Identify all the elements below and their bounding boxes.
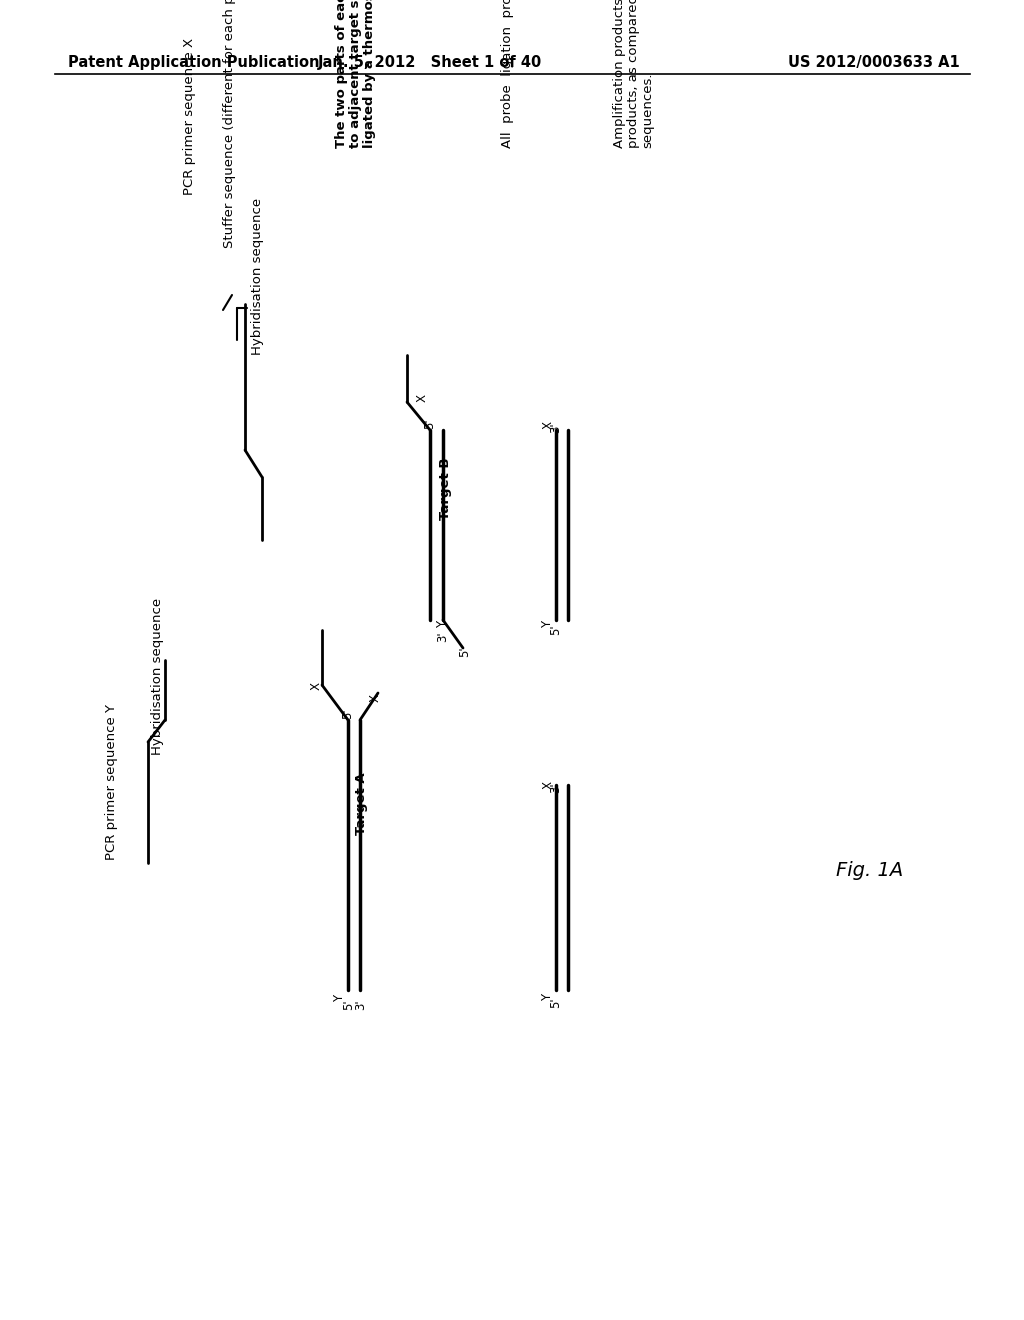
Text: Jan. 5, 2012   Sheet 1 of 40: Jan. 5, 2012 Sheet 1 of 40 [317, 54, 542, 70]
Text: 5': 5' [341, 709, 354, 719]
Text: Stuffer sequence (different for each probe): Stuffer sequence (different for each pro… [223, 0, 237, 248]
Text: 5': 5' [424, 418, 436, 429]
Text: PCR primer sequence X: PCR primer sequence X [183, 38, 197, 195]
Text: 3': 3' [550, 781, 562, 792]
Text: X: X [416, 393, 428, 403]
Text: X: X [309, 682, 323, 690]
Text: Y: Y [542, 620, 555, 627]
Text: X: X [369, 694, 382, 702]
Text: to adjacent target sequences and are: to adjacent target sequences and are [349, 0, 362, 148]
Text: 5': 5' [550, 624, 562, 635]
Text: Y: Y [436, 620, 450, 627]
Text: X: X [542, 781, 555, 789]
Text: Y: Y [542, 994, 555, 1001]
Text: Y: Y [334, 994, 346, 1002]
Text: 5': 5' [550, 997, 562, 1007]
Text: Target A: Target A [355, 772, 369, 836]
Text: X: X [542, 421, 555, 429]
Text: 3': 3' [436, 632, 450, 643]
Text: 3': 3' [354, 999, 368, 1010]
Text: 5': 5' [342, 999, 355, 1010]
Text: Patent Application Publication: Patent Application Publication [68, 54, 319, 70]
Text: sequences.: sequences. [641, 73, 654, 148]
Text: 3': 3' [550, 422, 562, 433]
Text: Amplification products are separated by electrophoresis. Relative amounts of pro: Amplification products are separated by … [613, 0, 627, 148]
Text: Target B: Target B [439, 458, 453, 520]
Text: Hybridisation sequence: Hybridisation sequence [252, 198, 264, 355]
Text: ligated by a thermostable ligase.: ligated by a thermostable ligase. [364, 0, 377, 148]
Text: products, as compared to a control DNA sample, reflect the relative copy number : products, as compared to a control DNA s… [628, 0, 640, 148]
Text: PCR primer sequence Y: PCR primer sequence Y [105, 704, 119, 861]
Text: Hybridisation sequence: Hybridisation sequence [152, 598, 165, 755]
Text: US 2012/0003633 A1: US 2012/0003633 A1 [788, 54, 961, 70]
Text: The two parts of each probe hybridise: The two parts of each probe hybridise [336, 0, 348, 148]
Text: 5': 5' [459, 647, 471, 657]
Text: All  probe  ligation  products  are  amplified by PCR using only one primer pair: All probe ligation products are amplifie… [501, 0, 513, 148]
Text: Fig. 1A: Fig. 1A [837, 861, 903, 879]
